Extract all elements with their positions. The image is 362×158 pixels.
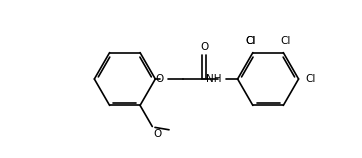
Text: Cl: Cl xyxy=(245,36,256,46)
Text: Cl: Cl xyxy=(280,36,291,46)
Text: O: O xyxy=(153,129,161,139)
Text: O: O xyxy=(200,43,208,52)
Text: Cl: Cl xyxy=(245,36,256,46)
Text: NH: NH xyxy=(206,74,221,84)
Text: O: O xyxy=(155,74,163,84)
Text: Cl: Cl xyxy=(305,74,315,84)
